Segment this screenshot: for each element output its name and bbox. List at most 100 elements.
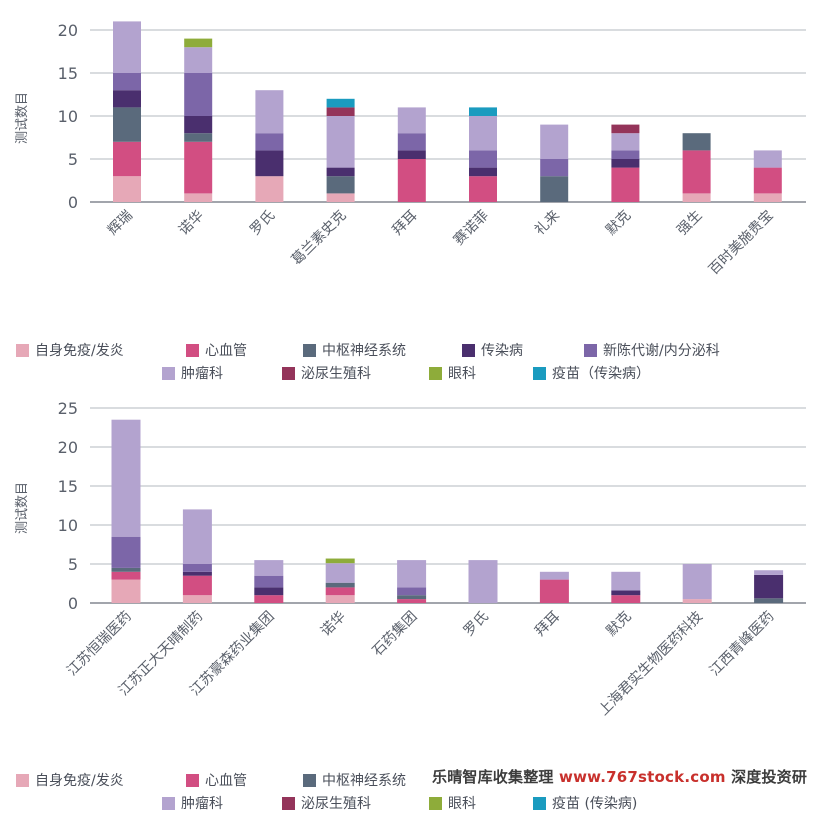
bar-segment-metabolic <box>184 73 213 116</box>
bar-segment-infectious <box>611 590 641 596</box>
y-tick-label: 15 <box>58 64 78 83</box>
y-axis-label: 测试数目 <box>15 482 30 534</box>
bar-segment-oncology <box>113 21 141 73</box>
bar-segment-cardio <box>682 150 711 194</box>
bar-segment-autoimmune <box>753 193 782 202</box>
legend-item-vaccine: 疫苗（传染病） <box>533 363 650 383</box>
bar-segment-autoimmune <box>111 579 141 603</box>
legend-label: 肿瘤科 <box>181 796 223 812</box>
legend-label: 中枢神经系统 <box>322 343 406 359</box>
legend-label: 自身免疫/发炎 <box>35 773 124 789</box>
legend-swatch <box>186 343 199 357</box>
y-tick-label: 5 <box>68 150 78 169</box>
bar-segment-cns <box>682 133 711 151</box>
bar-segment-cns <box>113 107 141 142</box>
y-tick-label: 20 <box>58 438 78 457</box>
legend-item-cardio: 心血管 <box>186 340 247 360</box>
legend-label: 肿瘤科 <box>181 366 223 382</box>
x-tick-label: 拜耳 <box>532 609 563 640</box>
bar-segment-oncology <box>469 116 497 151</box>
legend-label: 中枢神经系统 <box>322 773 406 789</box>
bar-segment-ophthalmology <box>184 38 213 48</box>
x-tick-label: 江苏恒瑞医药 <box>64 609 135 680</box>
y-tick-label: 25 <box>58 399 78 418</box>
legend-swatch <box>16 773 29 787</box>
bar-segment-autoimmune <box>325 595 355 603</box>
bar-segment-metabolic <box>111 536 141 568</box>
bar-segment-urology <box>326 107 355 116</box>
bar-segment-oncology <box>611 133 640 151</box>
legend-item-cns: 中枢神经系统 <box>303 340 406 360</box>
bar-segment-infectious <box>469 167 497 177</box>
bar-segment-cardio <box>469 176 497 202</box>
x-tick-label: 礼来 <box>532 208 563 239</box>
bar-segment-oncology <box>111 419 141 537</box>
legend-item-autoimmune: 自身免疫/发炎 <box>16 340 124 360</box>
x-tick-label: 拜耳 <box>390 208 421 239</box>
legend-item-cardio: 心血管 <box>186 770 247 790</box>
legend-label: 自身免疫/发炎 <box>35 343 124 359</box>
bar-segment-infectious <box>397 150 426 159</box>
bar-segment-cardio <box>611 595 641 603</box>
bar-segment-metabolic <box>182 564 212 572</box>
bar-segment-cardio <box>611 167 640 202</box>
x-tick-label: 葛兰素史克 <box>289 208 350 269</box>
bar-segment-infectious <box>254 587 284 596</box>
legend-swatch <box>462 343 475 357</box>
x-tick-label: 辉瑞 <box>105 208 136 239</box>
legend-swatch <box>533 366 546 380</box>
legend-swatch <box>162 366 175 380</box>
legend-label: 疫苗（传染病） <box>552 366 650 382</box>
bar-segment-cardio <box>184 141 213 194</box>
legend-item-oncology: 肿瘤科 <box>162 793 223 813</box>
watermark-url: www.767stock.com <box>559 768 726 786</box>
bar-segment-autoimmune <box>682 193 711 202</box>
bar-segment-metabolic <box>611 150 640 159</box>
bar-segment-oncology <box>468 560 498 603</box>
x-tick-label: 诺华 <box>318 609 349 640</box>
bar-segment-oncology <box>397 107 426 134</box>
bar-segment-oncology <box>611 571 641 591</box>
bar-segment-cardio <box>254 595 284 603</box>
legend-swatch <box>303 343 316 357</box>
bar-segment-cardio <box>113 141 141 177</box>
y-tick-label: 10 <box>58 516 78 535</box>
bar-segment-metabolic <box>255 133 284 151</box>
legend-item-oncology: 肿瘤科 <box>162 363 223 383</box>
x-tick-label: 强生 <box>674 208 705 239</box>
bar-segment-metabolic <box>540 159 569 177</box>
bar-segment-cns <box>397 595 427 600</box>
x-tick-label: 百时美施贵宝 <box>706 208 777 279</box>
legend-item-cns: 中枢神经系统 <box>303 770 406 790</box>
legend-item-urology: 泌尿生殖科 <box>282 363 371 383</box>
bar-segment-cns <box>754 598 784 603</box>
bar-segment-cns <box>184 133 213 142</box>
bar-segment-oncology <box>397 560 427 588</box>
watermark-suffix: 深度投资研 <box>725 768 808 786</box>
x-tick-label: 罗氏 <box>247 208 278 239</box>
legend-swatch <box>429 796 442 810</box>
bar-segment-oncology <box>326 116 355 168</box>
bar-segment-metabolic <box>113 73 141 91</box>
legend-item-vaccine: 疫苗 (传染病) <box>533 793 637 813</box>
bar-segment-vaccine <box>469 107 497 116</box>
bar-segment-ophthalmology <box>325 558 355 564</box>
legend-item-metabolic: 新陈代谢/内分泌科 <box>584 340 720 360</box>
bar-segment-cardio <box>397 159 426 202</box>
watermark-prefix: 乐晴智库收集整理 <box>432 768 560 786</box>
bar-segment-oncology <box>540 124 569 159</box>
legend-swatch <box>186 773 199 787</box>
legend-item-ophthalmology: 眼科 <box>429 793 476 813</box>
legend-swatch <box>162 796 175 810</box>
bar-segment-infectious <box>113 90 141 108</box>
bar-segment-infectious <box>754 574 784 599</box>
bar-segment-urology <box>611 124 640 134</box>
bar-segment-oncology <box>254 560 284 576</box>
legend-swatch <box>584 343 597 357</box>
bar-segment-oncology <box>184 47 213 73</box>
x-tick-label: 默克 <box>604 609 635 640</box>
bar-segment-oncology <box>754 570 784 575</box>
legend-label: 泌尿生殖科 <box>301 796 371 812</box>
x-tick-label: 石药集团 <box>369 608 421 660</box>
